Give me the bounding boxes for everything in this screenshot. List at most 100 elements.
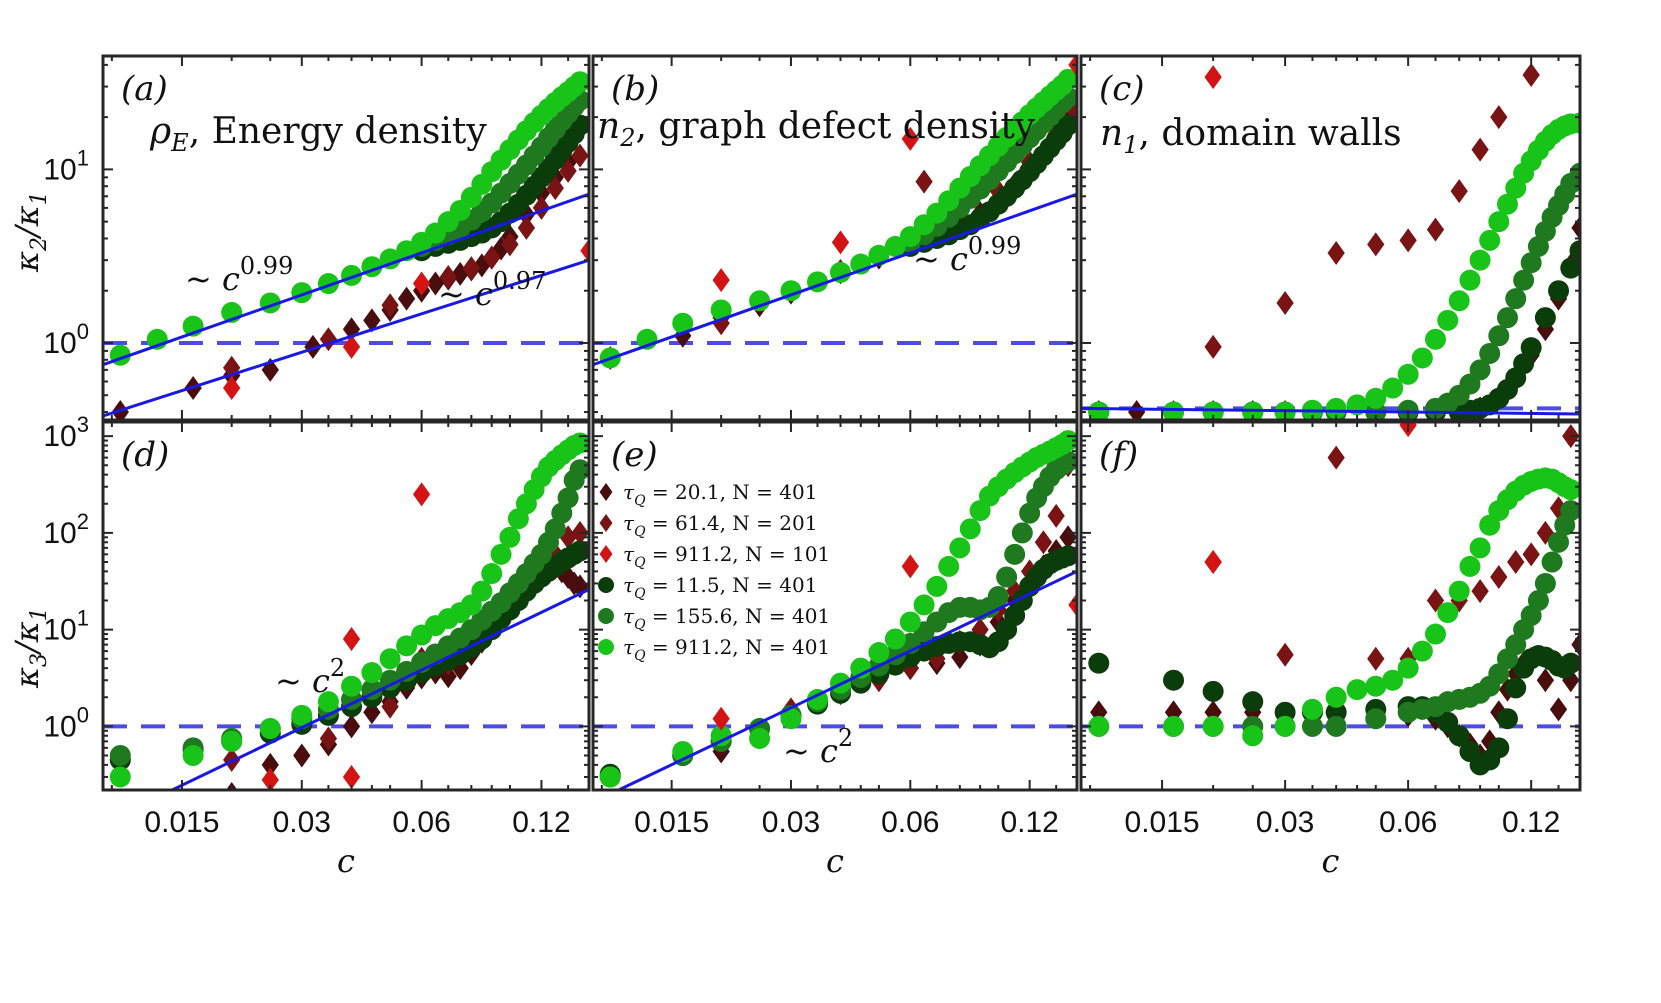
data-point — [439, 264, 457, 289]
data-point — [1507, 550, 1525, 575]
data-point — [1569, 162, 1580, 184]
data-point — [959, 518, 981, 540]
data-point — [901, 126, 919, 151]
data-point — [1459, 269, 1481, 291]
data-point — [471, 580, 493, 602]
data-point — [749, 727, 771, 749]
data-point — [749, 290, 771, 312]
x-tick-label: 0.06 — [392, 806, 450, 839]
data-point — [379, 248, 401, 270]
data-point — [1204, 550, 1222, 575]
x-tick-label: 0.015 — [634, 806, 709, 839]
panel-title-b: n2, graph defect density — [597, 106, 1036, 152]
panel-letter-d: (d) — [121, 435, 169, 475]
data-point — [1382, 377, 1404, 399]
plot-area-d — [103, 432, 589, 790]
data-point — [1411, 347, 1433, 369]
data-point — [1513, 353, 1535, 375]
data-point — [1204, 700, 1222, 725]
series-c-2 — [1204, 65, 1222, 90]
data-point — [1276, 642, 1294, 667]
data-point — [379, 669, 401, 691]
data-point — [412, 271, 431, 296]
fit-annotation-a-0: ~ c0.99 — [185, 252, 293, 298]
series-c-3 — [1088, 240, 1580, 420]
series-b-2 — [712, 56, 1077, 293]
data-point — [987, 586, 1009, 608]
legend-label: τQ = 911.2, N = 401 — [623, 635, 830, 664]
data-point — [1536, 317, 1555, 342]
data-point — [1399, 228, 1417, 253]
data-point — [1204, 334, 1222, 359]
data-point — [1496, 193, 1518, 215]
data-point — [1505, 677, 1527, 699]
x-tick-label: 0.12 — [1000, 806, 1058, 839]
data-point — [304, 334, 322, 359]
data-point — [1549, 697, 1568, 722]
data-point — [1490, 564, 1508, 589]
data-point — [381, 293, 399, 318]
x-tick-label: 0.12 — [512, 806, 570, 839]
plot-area-b — [593, 56, 1077, 370]
data-point — [1274, 715, 1296, 737]
panel-letter-f: (f) — [1099, 435, 1138, 475]
x-tick-label: 0.06 — [881, 806, 939, 839]
data-point — [1011, 522, 1033, 544]
y-axis-label-top: κ2/κ1 — [8, 191, 52, 273]
legend-marker — [598, 639, 614, 655]
data-point — [501, 232, 519, 257]
data-point — [710, 725, 732, 747]
legend-marker — [598, 577, 614, 593]
fit-line-e-0 — [615, 570, 1077, 790]
data-point — [342, 714, 361, 739]
data-point — [1488, 211, 1510, 233]
data-point — [481, 563, 503, 585]
data-point — [1163, 715, 1185, 737]
x-tick-label: 0.03 — [762, 806, 820, 839]
data-point — [1068, 56, 1077, 77]
data-point — [1496, 307, 1518, 329]
data-point — [1549, 496, 1568, 521]
data-point — [319, 726, 338, 751]
data-point — [317, 691, 339, 713]
data-point — [1490, 105, 1508, 130]
data-point — [1488, 325, 1510, 347]
fit-line-d-0 — [168, 588, 589, 790]
data-point — [1437, 602, 1459, 624]
axes-frame-c — [1079, 54, 1582, 422]
data-point — [557, 487, 579, 509]
data-point — [1325, 397, 1347, 419]
fit-annotation-d-0: ~ c2 — [275, 654, 345, 700]
data-point — [1536, 520, 1555, 545]
series-f-2 — [1204, 422, 1417, 575]
data-point — [1471, 579, 1489, 604]
data-point — [926, 575, 948, 597]
data-point — [182, 745, 204, 767]
y-tick-label: 100 — [43, 702, 89, 743]
data-point — [1536, 668, 1555, 693]
fit-line-c-0 — [1081, 406, 1580, 416]
legend-label: τQ = 20.1, N = 401 — [623, 480, 817, 509]
data-point — [1367, 646, 1385, 671]
data-point — [396, 660, 418, 682]
data-point — [1448, 580, 1470, 602]
data-point — [490, 543, 512, 565]
panel-b: (b) — [591, 54, 1079, 422]
legend-item: τQ = 155.6, N = 401 — [598, 604, 830, 633]
data-point — [381, 694, 399, 719]
data-point — [1325, 686, 1347, 708]
panel-e: 0.015 0.03 0.06 0.12 c (e) — [591, 420, 1079, 880]
panel-title-a: ρE, Energy density — [149, 111, 487, 157]
data-point — [261, 767, 279, 790]
series-d-2 — [261, 482, 431, 790]
data-point — [1068, 592, 1077, 617]
data-point — [1397, 363, 1419, 385]
panel-letter-c: (c) — [1099, 69, 1145, 109]
legend-item: τQ = 911.2, N = 401 — [598, 635, 830, 664]
data-point — [1163, 669, 1185, 691]
axes-frame-f — [1079, 420, 1582, 792]
data-point — [1481, 729, 1499, 754]
fit-line-b-0 — [593, 192, 1077, 367]
data-point — [1057, 68, 1077, 90]
data-point — [223, 376, 241, 401]
